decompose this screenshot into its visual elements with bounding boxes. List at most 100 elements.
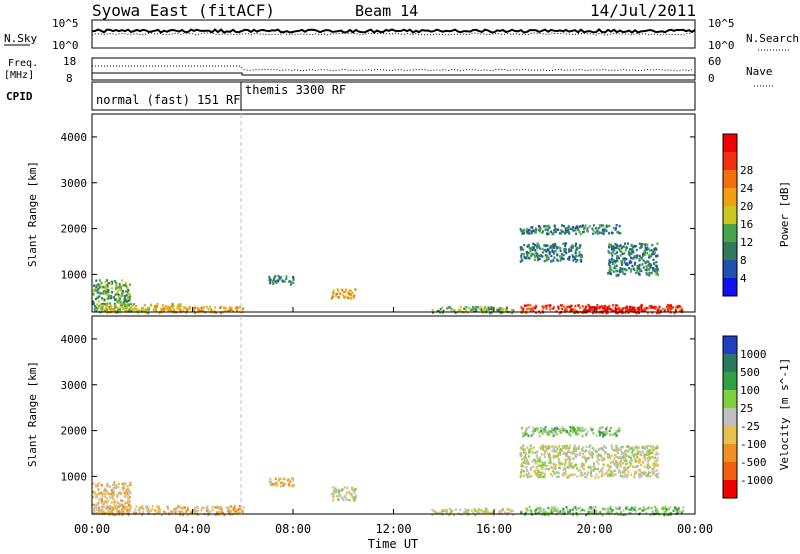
echo-cell bbox=[570, 304, 573, 307]
echo-cell bbox=[613, 266, 616, 270]
echo-cell bbox=[450, 309, 453, 312]
echo-cell bbox=[105, 308, 108, 312]
echo-cell bbox=[535, 455, 538, 458]
echo-cell bbox=[534, 471, 537, 475]
echo-cell bbox=[543, 453, 546, 456]
echo-cell bbox=[597, 227, 600, 230]
echo-cell bbox=[526, 231, 529, 235]
echo-cell bbox=[646, 475, 649, 478]
echo-cell bbox=[535, 228, 538, 231]
colorbar-tick-label: 500 bbox=[740, 366, 760, 379]
echo-cell bbox=[147, 308, 150, 311]
echo-cell bbox=[524, 454, 527, 457]
echo-cell bbox=[146, 306, 149, 310]
echo-cell bbox=[96, 291, 99, 294]
echo-cell bbox=[552, 469, 554, 473]
echo-cell bbox=[239, 306, 241, 309]
echo-cell bbox=[200, 509, 203, 512]
colorbar-segment bbox=[723, 188, 737, 206]
echo-cell bbox=[640, 257, 643, 261]
echo-cell bbox=[674, 309, 677, 312]
echo-cell bbox=[167, 512, 170, 515]
echo-cell bbox=[568, 457, 571, 461]
echo-cell bbox=[615, 304, 618, 307]
echo-cell bbox=[626, 262, 628, 265]
echo-cell bbox=[345, 497, 348, 500]
echo-cell bbox=[231, 309, 234, 313]
echo-cell bbox=[123, 484, 126, 488]
echo-cell bbox=[484, 308, 487, 311]
echo-cell bbox=[192, 306, 195, 310]
echo-cell bbox=[635, 470, 638, 474]
echo-cell bbox=[99, 303, 102, 306]
echo-cell bbox=[101, 492, 104, 496]
echo-cell bbox=[539, 311, 542, 315]
echo-cell bbox=[344, 290, 347, 294]
echo-cell bbox=[562, 253, 565, 257]
echo-cell bbox=[549, 307, 552, 310]
echo-cell bbox=[663, 514, 666, 517]
echo-cell bbox=[575, 455, 577, 458]
echo-cell bbox=[602, 449, 605, 452]
echo-cell bbox=[555, 476, 558, 479]
echo-cell bbox=[520, 229, 523, 232]
echo-cell bbox=[535, 465, 538, 469]
echo-cell bbox=[160, 513, 163, 516]
echo-cell bbox=[567, 225, 570, 228]
echo-cell bbox=[116, 509, 119, 513]
echo-cell bbox=[594, 231, 597, 234]
echo-cell bbox=[615, 270, 618, 273]
echo-cell bbox=[630, 244, 633, 248]
echo-cell bbox=[431, 309, 434, 312]
echo-cell bbox=[604, 508, 607, 511]
echo-cell bbox=[431, 508, 434, 512]
echo-cell bbox=[229, 509, 232, 512]
echo-cell bbox=[630, 256, 633, 260]
echo-cell bbox=[101, 302, 104, 306]
echo-cell bbox=[269, 477, 272, 481]
echo-cell bbox=[662, 506, 665, 509]
echo-cell bbox=[630, 473, 633, 477]
echo-cell bbox=[614, 228, 617, 231]
echo-cell bbox=[636, 449, 639, 453]
echo-cell bbox=[649, 444, 652, 448]
echo-cell bbox=[102, 292, 105, 295]
echo-cell bbox=[92, 482, 95, 485]
echo-cell bbox=[576, 248, 579, 251]
echo-cell bbox=[129, 481, 132, 484]
echo-cell bbox=[129, 482, 132, 486]
echo-cell bbox=[158, 510, 161, 514]
echo-cell bbox=[635, 256, 638, 260]
echo-cell bbox=[176, 307, 179, 310]
echo-cell bbox=[578, 230, 581, 233]
echo-cell bbox=[520, 464, 523, 467]
echo-cell bbox=[581, 508, 584, 512]
echo-cell bbox=[649, 466, 652, 469]
echo-cell bbox=[533, 446, 535, 449]
colorbar-tick-label: 1000 bbox=[740, 348, 767, 361]
echo-cell bbox=[95, 483, 97, 487]
echo-cell bbox=[97, 482, 100, 485]
echo-cell bbox=[574, 229, 577, 232]
echo-cell bbox=[577, 254, 580, 257]
echo-cell bbox=[581, 311, 584, 314]
echo-cell bbox=[144, 308, 147, 312]
echo-cell bbox=[587, 471, 590, 474]
echo-cell bbox=[520, 470, 523, 474]
echo-cell bbox=[639, 453, 642, 456]
echo-cell bbox=[600, 455, 603, 458]
echo-cell bbox=[609, 461, 612, 464]
echo-cell bbox=[569, 509, 572, 512]
echo-cell bbox=[345, 288, 348, 291]
echo-cell bbox=[614, 432, 617, 435]
echo-cell bbox=[506, 508, 509, 511]
echo-cell bbox=[631, 248, 634, 251]
echo-cell bbox=[478, 307, 481, 310]
echo-cell bbox=[565, 506, 568, 509]
echo-cell bbox=[485, 507, 487, 511]
echo-cell bbox=[224, 309, 227, 312]
echo-cell bbox=[577, 445, 580, 448]
echo-cell bbox=[575, 248, 578, 252]
echo-cell bbox=[610, 231, 613, 234]
echo-cell bbox=[567, 229, 569, 232]
